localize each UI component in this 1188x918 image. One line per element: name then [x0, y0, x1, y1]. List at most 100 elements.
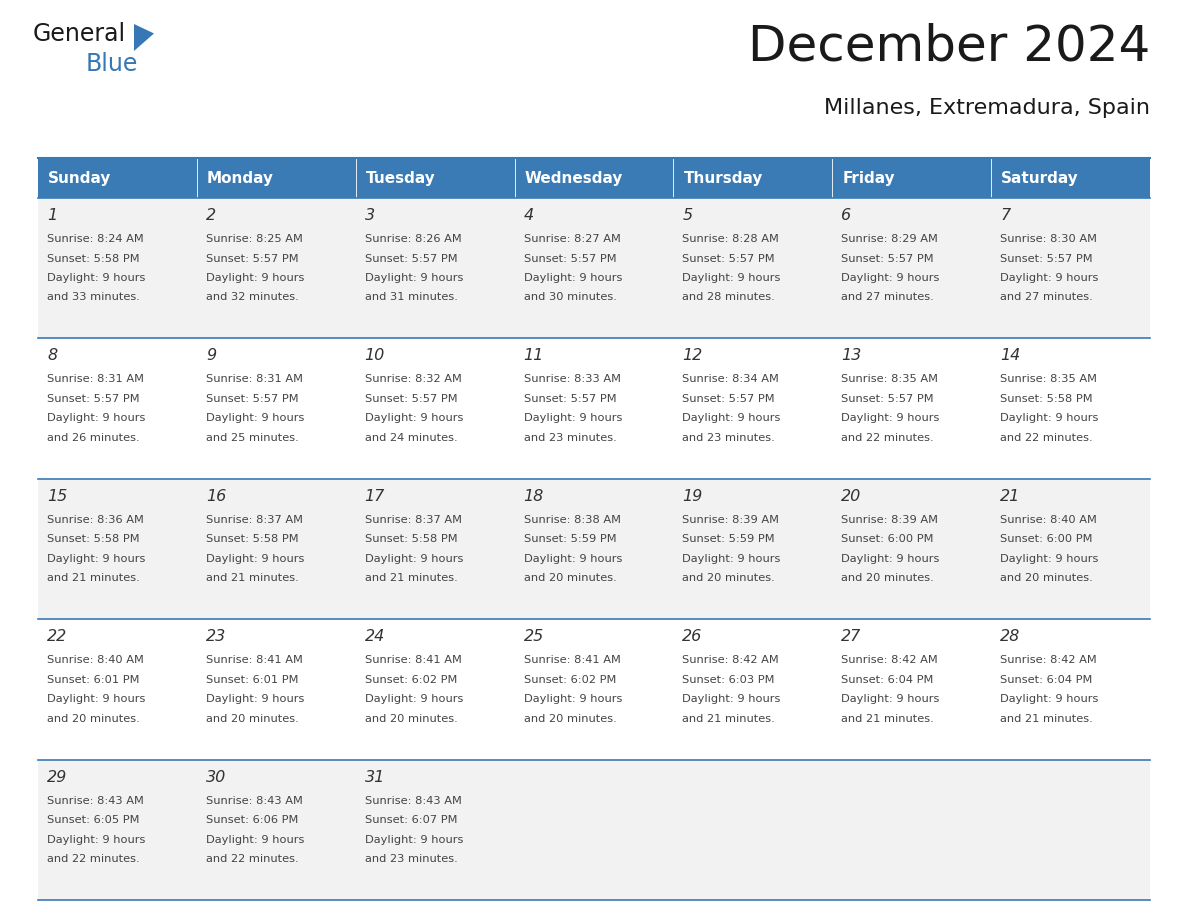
Text: Sunrise: 8:35 AM: Sunrise: 8:35 AM: [841, 375, 939, 385]
Bar: [833, 158, 991, 198]
Text: and 27 minutes.: and 27 minutes.: [1000, 293, 1093, 303]
Text: and 33 minutes.: and 33 minutes.: [48, 293, 140, 303]
Text: Daylight: 9 hours: Daylight: 9 hours: [1000, 554, 1099, 564]
Text: 25: 25: [524, 629, 544, 644]
Bar: [38, 479, 1150, 620]
Text: Sunrise: 8:41 AM: Sunrise: 8:41 AM: [365, 655, 462, 666]
Text: Sunrise: 8:41 AM: Sunrise: 8:41 AM: [206, 655, 303, 666]
Text: Daylight: 9 hours: Daylight: 9 hours: [48, 834, 145, 845]
Text: 5: 5: [682, 208, 693, 223]
Text: 21: 21: [1000, 488, 1020, 504]
Text: Daylight: 9 hours: Daylight: 9 hours: [365, 694, 463, 704]
Text: 1: 1: [48, 208, 57, 223]
Text: and 26 minutes.: and 26 minutes.: [48, 433, 140, 442]
Text: and 30 minutes.: and 30 minutes.: [524, 293, 617, 303]
Text: Sunset: 6:00 PM: Sunset: 6:00 PM: [1000, 534, 1093, 544]
Text: Daylight: 9 hours: Daylight: 9 hours: [1000, 413, 1099, 423]
Text: 3: 3: [365, 208, 375, 223]
Text: Sunrise: 8:43 AM: Sunrise: 8:43 AM: [365, 796, 462, 806]
Text: Daylight: 9 hours: Daylight: 9 hours: [48, 694, 145, 704]
Text: Daylight: 9 hours: Daylight: 9 hours: [365, 554, 463, 564]
Text: Sunset: 5:59 PM: Sunset: 5:59 PM: [682, 534, 775, 544]
Text: and 21 minutes.: and 21 minutes.: [682, 713, 776, 723]
Bar: [355, 158, 514, 198]
Text: and 23 minutes.: and 23 minutes.: [524, 433, 617, 442]
Text: Millanes, Extremadura, Spain: Millanes, Extremadura, Spain: [824, 98, 1150, 118]
Text: Daylight: 9 hours: Daylight: 9 hours: [206, 834, 304, 845]
Text: Sunrise: 8:37 AM: Sunrise: 8:37 AM: [206, 515, 303, 525]
Text: Daylight: 9 hours: Daylight: 9 hours: [365, 834, 463, 845]
Text: 24: 24: [365, 629, 385, 644]
Text: Sunset: 6:01 PM: Sunset: 6:01 PM: [48, 675, 139, 685]
Text: December 2024: December 2024: [747, 22, 1150, 70]
Text: and 23 minutes.: and 23 minutes.: [682, 433, 776, 442]
Text: Saturday: Saturday: [1001, 171, 1079, 185]
Text: 16: 16: [206, 488, 226, 504]
Text: Daylight: 9 hours: Daylight: 9 hours: [524, 273, 623, 283]
Text: Friday: Friday: [842, 171, 895, 185]
Text: 30: 30: [206, 769, 226, 785]
Text: Sunrise: 8:32 AM: Sunrise: 8:32 AM: [365, 375, 462, 385]
Text: 17: 17: [365, 488, 385, 504]
Text: General: General: [33, 22, 126, 46]
Text: 26: 26: [682, 629, 702, 644]
Bar: [38, 620, 1150, 759]
Text: and 20 minutes.: and 20 minutes.: [524, 713, 617, 723]
Text: Sunset: 6:02 PM: Sunset: 6:02 PM: [365, 675, 457, 685]
Text: Sunset: 5:57 PM: Sunset: 5:57 PM: [365, 253, 457, 263]
Text: Sunrise: 8:43 AM: Sunrise: 8:43 AM: [48, 796, 144, 806]
Text: Tuesday: Tuesday: [366, 171, 436, 185]
Text: and 20 minutes.: and 20 minutes.: [682, 574, 776, 583]
Text: Daylight: 9 hours: Daylight: 9 hours: [682, 413, 781, 423]
Text: Daylight: 9 hours: Daylight: 9 hours: [206, 694, 304, 704]
Text: 15: 15: [48, 488, 68, 504]
Text: Sunrise: 8:42 AM: Sunrise: 8:42 AM: [1000, 655, 1097, 666]
Text: Sunrise: 8:25 AM: Sunrise: 8:25 AM: [206, 234, 303, 244]
Text: Daylight: 9 hours: Daylight: 9 hours: [682, 273, 781, 283]
Text: Sunset: 5:57 PM: Sunset: 5:57 PM: [682, 253, 775, 263]
Text: Daylight: 9 hours: Daylight: 9 hours: [524, 413, 623, 423]
Text: Sunset: 5:58 PM: Sunset: 5:58 PM: [48, 534, 140, 544]
Text: and 21 minutes.: and 21 minutes.: [206, 574, 298, 583]
Text: Sunrise: 8:28 AM: Sunrise: 8:28 AM: [682, 234, 779, 244]
Text: 10: 10: [365, 349, 385, 364]
Text: Thursday: Thursday: [683, 171, 763, 185]
Text: and 20 minutes.: and 20 minutes.: [841, 574, 934, 583]
Text: and 22 minutes.: and 22 minutes.: [841, 433, 934, 442]
Text: Daylight: 9 hours: Daylight: 9 hours: [682, 554, 781, 564]
Text: Daylight: 9 hours: Daylight: 9 hours: [682, 694, 781, 704]
Text: Sunset: 6:01 PM: Sunset: 6:01 PM: [206, 675, 298, 685]
Bar: [38, 158, 197, 198]
Text: 29: 29: [48, 769, 68, 785]
Text: Daylight: 9 hours: Daylight: 9 hours: [48, 273, 145, 283]
Text: Sunset: 5:57 PM: Sunset: 5:57 PM: [48, 394, 140, 404]
Text: 20: 20: [841, 488, 861, 504]
Text: Daylight: 9 hours: Daylight: 9 hours: [206, 273, 304, 283]
Text: Sunrise: 8:43 AM: Sunrise: 8:43 AM: [206, 796, 303, 806]
Text: Sunrise: 8:42 AM: Sunrise: 8:42 AM: [682, 655, 779, 666]
Text: and 28 minutes.: and 28 minutes.: [682, 293, 776, 303]
Text: 22: 22: [48, 629, 68, 644]
Text: Sunset: 5:58 PM: Sunset: 5:58 PM: [48, 253, 140, 263]
Text: and 21 minutes.: and 21 minutes.: [365, 574, 457, 583]
Text: Sunset: 6:07 PM: Sunset: 6:07 PM: [365, 815, 457, 825]
Text: Daylight: 9 hours: Daylight: 9 hours: [48, 554, 145, 564]
Text: Daylight: 9 hours: Daylight: 9 hours: [841, 413, 940, 423]
Text: Sunrise: 8:24 AM: Sunrise: 8:24 AM: [48, 234, 144, 244]
Text: Sunset: 5:57 PM: Sunset: 5:57 PM: [206, 394, 298, 404]
Text: Sunset: 5:57 PM: Sunset: 5:57 PM: [524, 394, 617, 404]
Text: and 22 minutes.: and 22 minutes.: [48, 854, 140, 864]
Text: and 31 minutes.: and 31 minutes.: [365, 293, 457, 303]
Text: 23: 23: [206, 629, 226, 644]
Text: Wednesday: Wednesday: [525, 171, 623, 185]
Text: Daylight: 9 hours: Daylight: 9 hours: [841, 694, 940, 704]
Text: Daylight: 9 hours: Daylight: 9 hours: [48, 413, 145, 423]
Bar: [514, 158, 674, 198]
Bar: [991, 158, 1150, 198]
Text: Sunset: 5:59 PM: Sunset: 5:59 PM: [524, 534, 617, 544]
Text: Sunrise: 8:31 AM: Sunrise: 8:31 AM: [206, 375, 303, 385]
Text: Sunrise: 8:29 AM: Sunrise: 8:29 AM: [841, 234, 939, 244]
Text: Sunrise: 8:37 AM: Sunrise: 8:37 AM: [365, 515, 462, 525]
Text: Sunrise: 8:38 AM: Sunrise: 8:38 AM: [524, 515, 620, 525]
Text: and 20 minutes.: and 20 minutes.: [365, 713, 457, 723]
